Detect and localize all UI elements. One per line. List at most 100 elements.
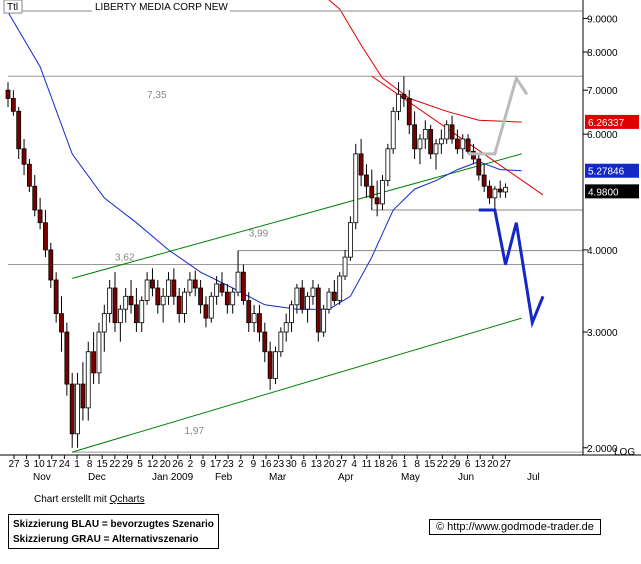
candle-body — [454, 138, 460, 150]
x-tick-label: 9 — [200, 459, 206, 470]
moving-averages — [7, 0, 522, 310]
candle-body — [59, 313, 64, 333]
candle-body — [182, 291, 187, 315]
x-tick-label: 15 — [424, 459, 436, 470]
candle-body — [412, 124, 418, 150]
candle-body — [117, 308, 123, 324]
candle-body — [460, 138, 466, 150]
candle-body — [294, 287, 300, 306]
candle-body — [246, 300, 252, 324]
x-tick-label: 5 — [137, 459, 143, 470]
candle-body — [48, 249, 54, 281]
title-bg — [92, 0, 230, 13]
x-tick-label: 22 — [437, 459, 449, 470]
candle-body — [342, 256, 348, 277]
candle-body — [476, 158, 482, 176]
y-tick-label: 8.0000 — [587, 48, 618, 59]
candle-body — [337, 275, 343, 301]
credit-prefix: Chart erstellt mit — [34, 494, 110, 505]
ticker-box — [3, 0, 23, 14]
candle-body — [166, 279, 171, 297]
candle-body — [310, 287, 316, 297]
candle-body — [305, 295, 311, 310]
x-tick-label: 1 — [74, 459, 80, 470]
candle-body — [187, 279, 193, 293]
qcharts-link[interactable]: Qcharts — [109, 494, 145, 505]
y-tick-label: 7.0000 — [587, 86, 618, 97]
chart-credit: Chart erstellt mit Qcharts — [34, 494, 145, 505]
candle-body — [203, 304, 209, 319]
candle-body — [267, 351, 273, 379]
x-tick-label: 26 — [172, 459, 184, 470]
candle-body — [492, 188, 498, 199]
candle-body — [422, 129, 428, 140]
labels: Ttl LIBERTY MEDIA CORP NEW 9.0000 8.0000 7.0… — [7, 2, 639, 483]
level-annotation: 3,99 — [249, 229, 269, 240]
x-tick-label: 4 — [351, 459, 357, 470]
candle-body — [503, 186, 508, 193]
candle-body — [428, 129, 434, 155]
x-tick-label: 20 — [160, 459, 172, 470]
x-tick-label: 13 — [475, 459, 487, 470]
candle-body — [331, 291, 337, 301]
candle-body — [96, 331, 102, 374]
candle-body — [160, 295, 166, 306]
scenario-grey — [468, 74, 529, 156]
candle-body — [417, 138, 423, 150]
copyright-text: © http://www.godmode-trader.de — [436, 521, 594, 533]
candle-body — [283, 322, 289, 333]
x-tick-label: 22 — [109, 459, 121, 470]
x-month-label: Apr — [338, 472, 354, 483]
candle-body — [53, 279, 59, 315]
candle-body — [80, 383, 86, 409]
candle-body — [353, 153, 359, 224]
candle-body — [64, 331, 70, 385]
x-tick-label: 1 — [402, 459, 408, 470]
scenario-blue — [478, 208, 545, 329]
moving-average-line — [328, 0, 522, 123]
candle-body — [101, 313, 107, 333]
candle-body — [112, 287, 118, 324]
x-tick-label: 29 — [449, 459, 461, 470]
level-annotation: 3,62 — [115, 252, 135, 263]
candle-body — [369, 185, 375, 199]
x-tick-label: 3 — [24, 459, 30, 470]
candle-body — [444, 124, 450, 140]
candle-body — [91, 351, 96, 374]
candle-body — [299, 287, 305, 310]
moving-average-line — [7, 11, 522, 310]
chart-background — [0, 0, 641, 490]
candle-body — [315, 287, 321, 333]
x-tick-label: 12 — [147, 459, 159, 470]
candle-body — [230, 291, 236, 306]
candle-body — [214, 283, 220, 297]
price-label-bg — [585, 114, 639, 129]
legend-grey: Skizzierung GRAU = Alternativszenario — [13, 534, 199, 545]
x-tick-label: 30 — [286, 459, 298, 470]
candle-body — [85, 351, 91, 409]
x-month-label: Nov — [33, 472, 51, 483]
candle-body — [358, 153, 364, 176]
candle-body — [69, 383, 75, 435]
x-tick-label: 27 — [8, 459, 20, 470]
x-month-label: Jan 2009 — [152, 472, 194, 483]
x-tick-label: 15 — [97, 459, 109, 470]
candle-body — [176, 295, 182, 315]
price-label-bg — [585, 163, 639, 178]
candle-body — [433, 143, 439, 155]
x-tick-label: 27 — [336, 459, 348, 470]
candle-body — [235, 271, 241, 293]
candle-body — [449, 124, 455, 140]
candle-body — [21, 148, 27, 165]
candle-body — [107, 287, 113, 315]
candle-body — [347, 222, 353, 258]
candle-body — [16, 110, 22, 150]
candle-body — [390, 110, 396, 150]
candle-body — [251, 313, 257, 324]
level-annotation: 7,35 — [147, 90, 167, 101]
candle-body — [321, 308, 327, 333]
x-tick-label: 20 — [487, 459, 499, 470]
copyright-box[interactable]: © http://www.godmode-trader.de — [429, 519, 601, 535]
x-tick-label: 26 — [386, 459, 398, 470]
x-tick-label: 18 — [374, 459, 386, 470]
